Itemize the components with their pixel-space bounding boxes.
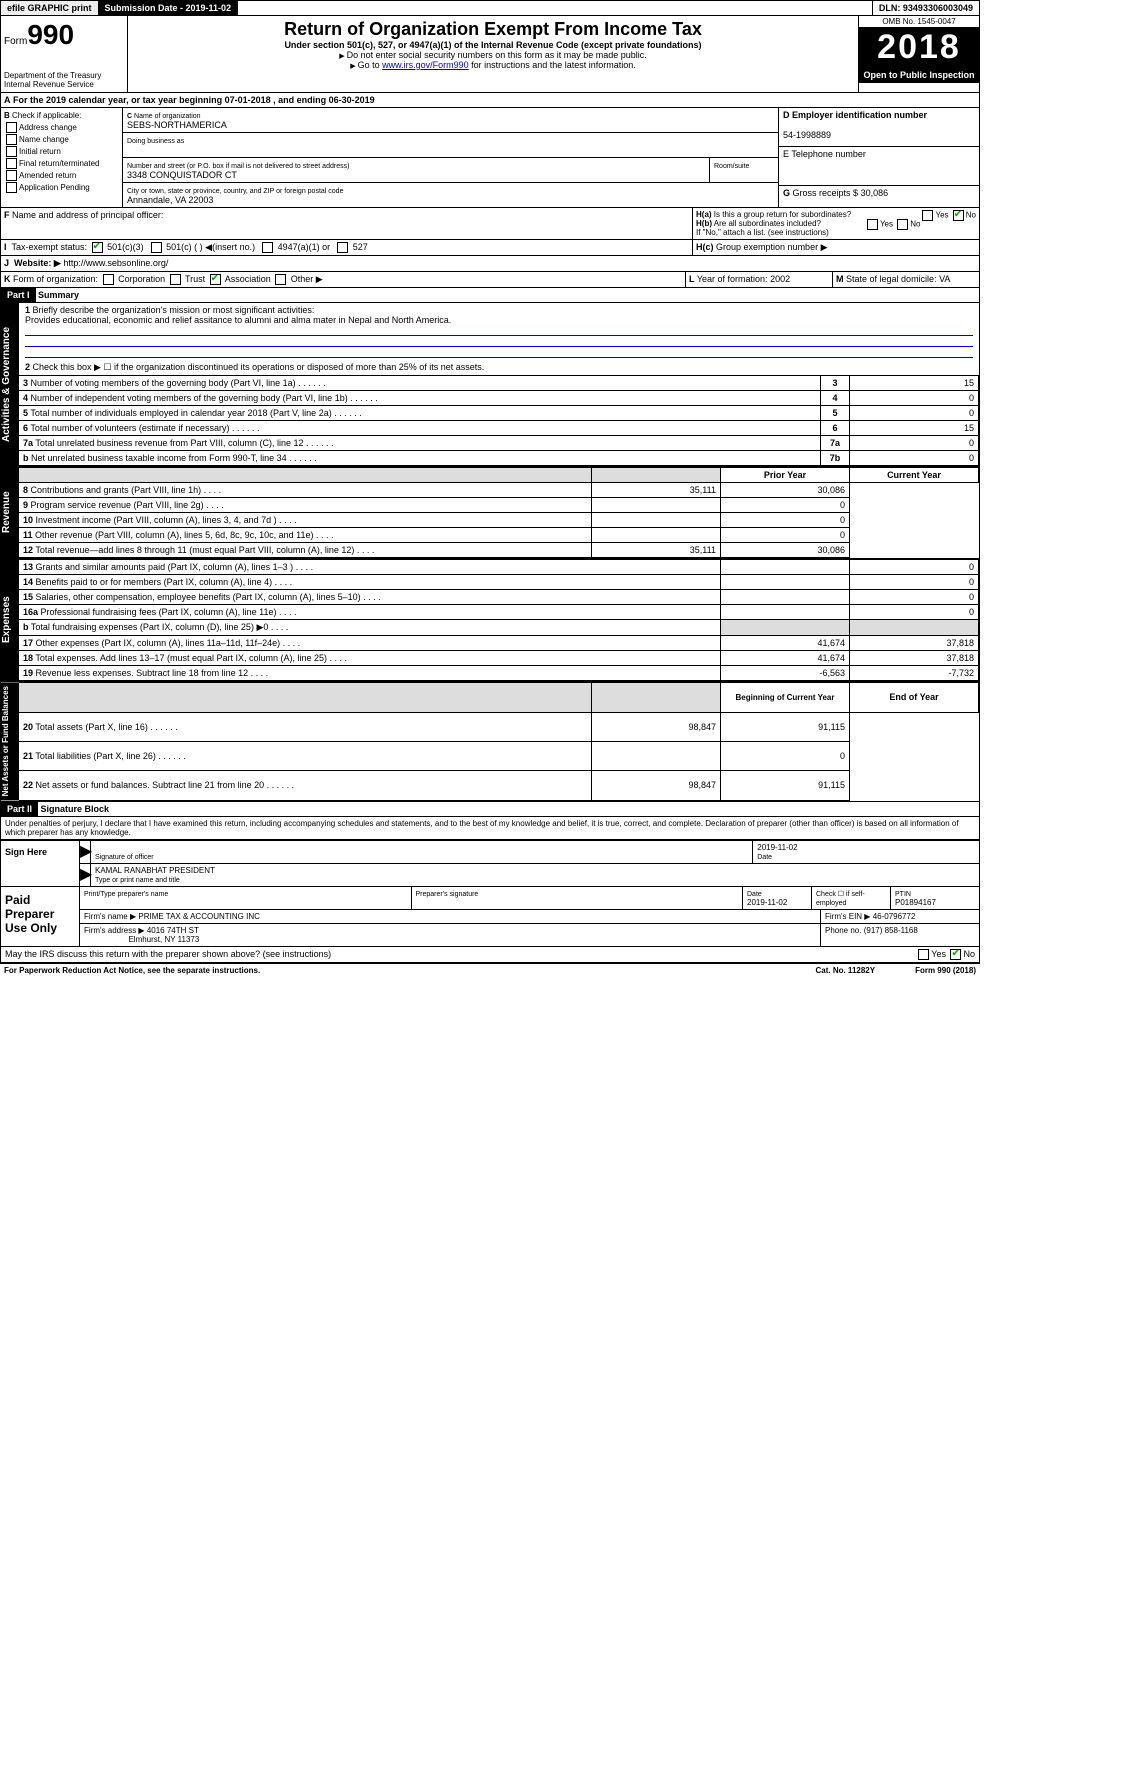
dln: DLN: 93493306003049 xyxy=(873,1,979,15)
footer-cat: Cat. No. 11282Y xyxy=(815,966,875,975)
officer-name: KAMAL RANABHAT PRESIDENT xyxy=(95,866,215,875)
subtitle3: Go to www.irs.gov/Form990 for instructio… xyxy=(131,60,855,70)
form-label: Form990 xyxy=(4,19,124,51)
ein: 54-1998889 xyxy=(783,130,831,140)
org-city: Annandale, VA 22003 xyxy=(127,195,213,205)
omb: OMB No. 1545-0047 xyxy=(859,16,979,28)
box-b: B Check if applicable: Address change Na… xyxy=(1,108,123,207)
irs-link[interactable]: www.irs.gov/Form990 xyxy=(382,60,469,70)
firm-name: PRIME TAX & ACCOUNTING INC xyxy=(138,912,260,921)
website[interactable]: http://www.sebsonline.org/ xyxy=(63,258,168,268)
blank-btn xyxy=(238,1,873,15)
line-a: A For the 2019 calendar year, or tax yea… xyxy=(1,93,979,107)
gross-receipts: 30,086 xyxy=(861,188,889,198)
footer-right: Form 990 (2018) xyxy=(915,966,976,975)
expenses-table: 13 Grants and similar amounts paid (Part… xyxy=(19,559,979,681)
revenue-table: Prior YearCurrent Year 8 Contributions a… xyxy=(19,467,979,558)
side-expenses: Expenses xyxy=(1,559,19,681)
sign-here-lbl: Sign Here xyxy=(1,841,80,886)
discuss-q: May the IRS discuss this return with the… xyxy=(5,949,331,959)
part1-hdr: Part I xyxy=(1,288,36,302)
mission: Provides educational, economic and relie… xyxy=(25,315,451,325)
open-inspection: Open to Public Inspection xyxy=(859,67,979,83)
side-governance: Activities & Governance xyxy=(1,303,19,466)
ptin: P01894167 xyxy=(895,898,936,907)
subtitle2: Do not enter social security numbers on … xyxy=(131,50,855,60)
org-name: SEBS-NORTHAMERICA xyxy=(127,120,227,130)
netassets-table: Beginning of Current YearEnd of Year 20 … xyxy=(19,682,979,800)
form-title: Return of Organization Exempt From Incom… xyxy=(131,19,855,40)
footer-left: For Paperwork Reduction Act Notice, see … xyxy=(4,966,260,975)
subtitle1: Under section 501(c), 527, or 4947(a)(1)… xyxy=(131,40,855,50)
side-revenue: Revenue xyxy=(1,467,19,558)
side-netassets: Net Assets or Fund Balances xyxy=(1,682,19,800)
governance-table: 3 Number of voting members of the govern… xyxy=(19,375,979,466)
paid-preparer-lbl: Paid Preparer Use Only xyxy=(1,887,80,946)
tax-year: 2018 xyxy=(859,28,979,67)
dept: Department of the Treasury Internal Reve… xyxy=(4,71,124,89)
submission-date: Submission Date - 2019-11-02 xyxy=(99,1,239,15)
efile-btn[interactable]: efile GRAPHIC print xyxy=(1,1,99,15)
org-addr: 3348 CONQUISTADOR CT xyxy=(127,170,237,180)
part2-hdr: Part II xyxy=(1,802,38,816)
declaration: Under penalties of perjury, I declare th… xyxy=(0,817,980,840)
